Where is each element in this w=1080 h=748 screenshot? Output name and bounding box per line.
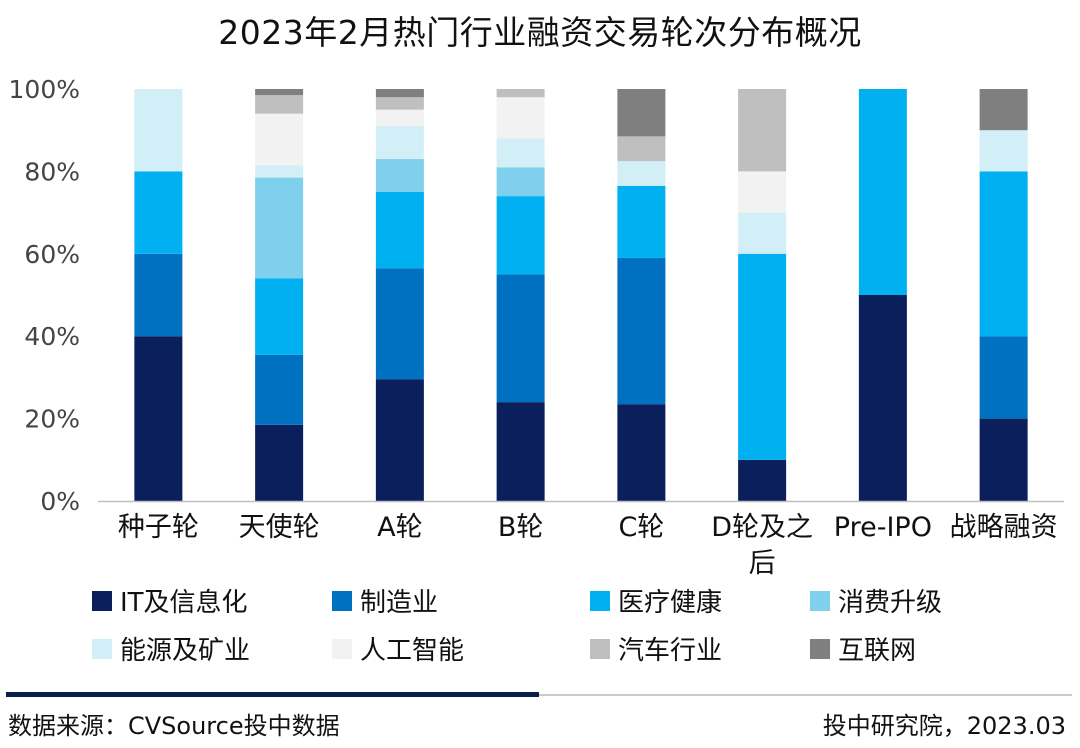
bar-segment [375, 109, 424, 127]
bar-segment [134, 253, 183, 337]
bar-segment [738, 89, 787, 172]
legend-label: 消费升级 [838, 588, 943, 618]
y-tick-label: 60% [24, 240, 80, 269]
bar-segment [496, 97, 545, 139]
x-axis: 种子轮 天使轮 A轮 B轮 C轮 D轮及之后 Pre-IPO 战略融资 [118, 512, 1058, 579]
bar-segment [375, 159, 424, 192]
bar-segment [255, 95, 304, 114]
bar-segment [858, 295, 907, 501]
y-tick-label: 0% [40, 487, 80, 516]
footer-rule-light [539, 694, 1072, 696]
legend-item: 制造业 [332, 582, 438, 619]
bar-segment [375, 89, 424, 98]
x-tick-label: 战略融资 [950, 512, 1058, 543]
bar-segment [255, 177, 304, 279]
legend-swatch [92, 590, 112, 611]
bar-segment [979, 130, 1028, 172]
bar-segment [858, 89, 907, 295]
legend-swatch [590, 638, 610, 659]
bar-segment [255, 354, 304, 425]
bar-segment [134, 89, 183, 172]
legend-label: IT及信息化 [120, 588, 248, 618]
bar-segment [979, 171, 1028, 337]
x-tick-label: 天使轮 [239, 512, 320, 543]
bar-segment [496, 274, 545, 403]
x-tick-label: D轮及之后 [711, 512, 813, 579]
chart-title: 2023年2月热门行业融资交易轮次分布概况 [218, 13, 862, 52]
bar-segment [496, 167, 545, 197]
legend-swatch [810, 590, 830, 611]
bar-segment [738, 253, 787, 460]
bar-segment [979, 418, 1028, 501]
legend-label: 人工智能 [360, 636, 465, 666]
legend-label: 制造业 [360, 588, 439, 618]
x-tick-label: Pre-IPO [834, 512, 932, 543]
bar-segment [617, 257, 666, 405]
credit-note: 投中研究院，2023.03 [822, 712, 1066, 740]
bar-segment [375, 379, 424, 501]
footer-rule-dark [6, 692, 539, 697]
stacked-bar-chart: 0% 20% 40% 60% 80% 100% 种子轮 天使轮 A轮 B轮 C轮 D轮及之后 Pre-… [9, 75, 1064, 579]
y-tick-label: 20% [24, 405, 80, 434]
source-note: 数据来源：CVSource投中数据 [8, 712, 340, 740]
bar-stacks [134, 89, 1028, 501]
bar-segment [617, 404, 666, 501]
legend-label: 互联网 [838, 636, 917, 666]
bar-segment [496, 196, 545, 275]
bar-segment [979, 336, 1028, 419]
y-tick-label: 100% [9, 75, 80, 104]
legend-swatch [332, 638, 352, 659]
bar-segment [375, 192, 424, 269]
bar-segment [617, 136, 666, 162]
legend-item: 医疗健康 [590, 582, 722, 619]
bar-segment [375, 268, 424, 380]
x-tick-label: 种子轮 [118, 512, 199, 543]
bar-segment [738, 171, 787, 213]
legend-item: 能源及矿业 [92, 630, 250, 667]
legend-swatch [92, 638, 112, 659]
bar-segment [255, 89, 304, 96]
bar-segment [255, 113, 304, 166]
bar-segment [255, 278, 304, 355]
legend-item: 消费升级 [810, 582, 942, 619]
bar-segment [617, 161, 666, 186]
bar-segment [738, 212, 787, 254]
bar-segment [134, 336, 183, 501]
y-tick-label: 80% [24, 157, 80, 186]
legend-item: 互联网 [810, 630, 916, 667]
legend-item: 人工智能 [332, 630, 464, 667]
bar-segment [496, 138, 545, 168]
legend-swatch [810, 638, 830, 659]
bar-segment [738, 459, 787, 501]
bar-segment [134, 171, 183, 254]
bar-segment [255, 424, 304, 501]
bar-segment [496, 89, 545, 98]
legend-label: 能源及矿业 [120, 636, 251, 666]
bar-segment [255, 165, 304, 178]
legend-label: 医疗健康 [618, 588, 723, 618]
legend-swatch [590, 590, 610, 611]
y-axis: 0% 20% 40% 60% 80% 100% [9, 75, 80, 516]
bar-segment [375, 126, 424, 160]
x-tick-label: B轮 [498, 512, 544, 543]
bar-segment [496, 402, 545, 501]
bar-segment [375, 97, 424, 110]
x-tick-label: A轮 [377, 512, 422, 543]
legend-item: IT及信息化 [92, 582, 248, 619]
x-tick-label: C轮 [618, 512, 664, 543]
legend-swatch [332, 590, 352, 611]
y-tick-label: 40% [24, 322, 80, 351]
bar-segment [617, 89, 666, 137]
legend-item: 汽车行业 [590, 630, 722, 667]
bar-segment [617, 185, 666, 258]
bar-segment [979, 89, 1028, 131]
legend-label: 汽车行业 [618, 636, 723, 666]
